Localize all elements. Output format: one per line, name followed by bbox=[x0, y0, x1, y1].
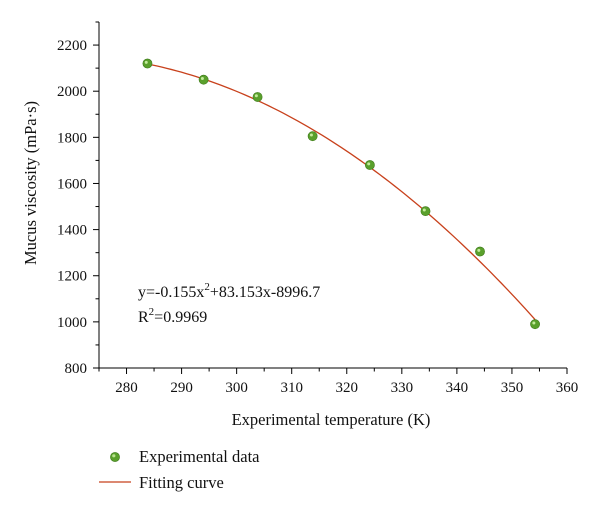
legend: Experimental data Fitting curve bbox=[99, 447, 260, 492]
y-tick-label: 2000 bbox=[57, 84, 87, 100]
x-tick-label: 280 bbox=[115, 380, 138, 396]
x-tick-label: 310 bbox=[280, 380, 303, 396]
legend-label-experimental-data: Experimental data bbox=[139, 447, 260, 466]
legend-label-fitting-curve: Fitting curve bbox=[139, 473, 224, 492]
fitting-curve-line bbox=[147, 63, 536, 320]
data-point-dot bbox=[307, 131, 318, 142]
data-point-dot bbox=[530, 319, 540, 330]
data-point bbox=[198, 74, 209, 85]
data-point-dot bbox=[252, 92, 263, 102]
data-point bbox=[530, 319, 540, 330]
r-squared-exponent: 2 bbox=[149, 306, 155, 318]
y-axis-title: Mucus viscosity (mPa·s) bbox=[21, 101, 40, 265]
y-tick-label: 2200 bbox=[57, 38, 87, 54]
equation-text: y=-0.155x2+83.153x-8996.7 bbox=[138, 281, 320, 301]
y-tick-label: 1400 bbox=[57, 223, 87, 239]
data-point-highlight bbox=[422, 208, 426, 212]
y-tick-label: 1200 bbox=[57, 269, 87, 285]
x-tick-label: 330 bbox=[391, 380, 414, 396]
x-tick-label: 300 bbox=[225, 380, 248, 396]
data-point bbox=[307, 131, 318, 142]
x-tick-label: 360 bbox=[556, 380, 579, 396]
y-tick-label: 1000 bbox=[57, 315, 87, 331]
y-tick-label: 1600 bbox=[57, 176, 87, 192]
data-point-highlight bbox=[309, 133, 313, 137]
x-tick-label: 320 bbox=[336, 380, 359, 396]
data-point-dot bbox=[142, 58, 153, 69]
data-point-highlight bbox=[254, 94, 258, 98]
x-tick-label: 290 bbox=[170, 380, 193, 396]
data-point bbox=[475, 246, 485, 257]
data-point-dot bbox=[420, 206, 431, 217]
fit-annotation: y=-0.155x2+83.153x-8996.7 R2=0.9969 bbox=[138, 281, 320, 326]
y-tick-label: 800 bbox=[65, 361, 88, 377]
data-point-dot bbox=[364, 160, 375, 170]
y-tick-label: 1800 bbox=[57, 130, 87, 146]
data-point bbox=[252, 92, 263, 102]
r-squared-prefix: R bbox=[138, 309, 149, 326]
x-tick-label: 350 bbox=[501, 380, 524, 396]
equation-suffix: +83.153x-8996.7 bbox=[210, 284, 320, 301]
data-point-highlight bbox=[144, 60, 148, 64]
axes bbox=[98, 22, 567, 369]
data-point-highlight bbox=[367, 162, 371, 166]
legend-dot-highlight bbox=[112, 454, 116, 458]
r-squared-text: R2=0.9969 bbox=[138, 306, 207, 326]
data-point-dot bbox=[198, 74, 209, 85]
x-tick-label: 340 bbox=[446, 380, 469, 396]
x-ticks: 280 290 300 310 320 330 340 350 360 bbox=[98, 368, 579, 396]
y-ticks: 800 1000 1200 1400 1600 1800 2000 2200 bbox=[57, 21, 99, 377]
equation-exponent: 2 bbox=[204, 281, 210, 293]
x-axis-title: Experimental temperature (K) bbox=[232, 410, 431, 429]
r-squared-suffix: =0.9969 bbox=[154, 309, 207, 326]
data-point bbox=[142, 58, 153, 69]
legend-marker-experimental-data bbox=[110, 452, 120, 462]
data-point-highlight bbox=[200, 76, 204, 80]
data-point bbox=[420, 206, 431, 217]
data-point-dot bbox=[475, 246, 485, 257]
data-point-highlight bbox=[477, 248, 481, 252]
legend-dot-outer bbox=[110, 452, 120, 462]
data-point-highlight bbox=[532, 321, 536, 325]
data-point bbox=[364, 160, 375, 170]
data-points bbox=[142, 58, 540, 330]
equation-prefix: y=-0.155x bbox=[138, 284, 204, 301]
